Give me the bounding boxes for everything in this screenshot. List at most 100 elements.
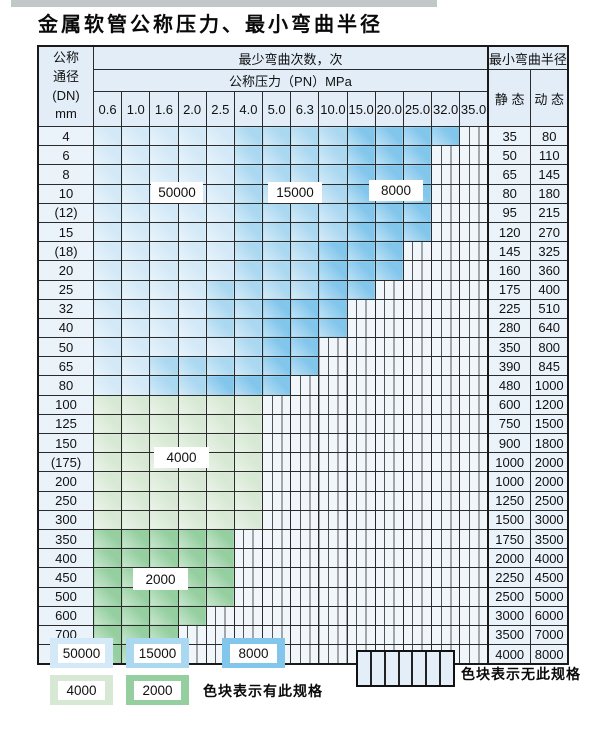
pressure-cell <box>92 452 123 473</box>
pressure-cell <box>205 413 235 435</box>
pressure-col-header: 5.0 <box>262 91 292 127</box>
pressure-cell <box>121 528 151 550</box>
pressure-cell <box>92 221 123 243</box>
static-cell: 50 <box>486 145 532 166</box>
dynamic-cell: 5000 <box>530 586 569 607</box>
dynamic-cell: 800 <box>530 337 569 358</box>
pressure-cell-no-spec <box>459 394 489 415</box>
pressure-cell-no-spec <box>374 471 404 492</box>
pressure-cell <box>233 221 264 243</box>
legend-swatch-label: 4000 <box>58 680 105 700</box>
dynamic-cell: 8000 <box>530 644 569 665</box>
pressure-cell <box>205 394 235 415</box>
pressure-cell-no-spec <box>431 183 461 204</box>
pressure-cell <box>92 337 123 358</box>
table-row: 150 900 1800 <box>37 432 569 454</box>
table-row: 100 600 1200 <box>37 394 569 415</box>
pressure-cell <box>92 413 123 435</box>
pressure-cell <box>121 145 151 166</box>
pressure-cell-no-spec <box>262 432 292 454</box>
pressure-header-cell: 公称压力（PN）MPa <box>92 69 489 92</box>
pressure-cell <box>121 509 151 530</box>
pressure-cell <box>262 221 292 243</box>
pressure-cell <box>177 528 207 550</box>
pressure-cell <box>205 221 235 243</box>
static-cell: 750 <box>486 413 532 435</box>
pressure-cell-no-spec <box>290 394 320 415</box>
pressure-cell-no-spec <box>459 164 489 185</box>
static-cell: 145 <box>486 241 532 262</box>
pressure-cell <box>149 260 179 281</box>
pressure-cell <box>205 298 235 319</box>
pressure-cell-no-spec <box>459 413 489 435</box>
pressure-cell-no-spec <box>290 624 320 646</box>
static-cell: 175 <box>486 279 532 300</box>
pressure-cell <box>121 241 151 262</box>
dn-cell: 600 <box>37 605 94 626</box>
pressure-cell <box>233 394 264 415</box>
dn-cell: 4 <box>37 125 94 147</box>
pressure-cell <box>177 260 207 281</box>
legend-no-spec-cell <box>399 652 414 685</box>
pressure-cell-no-spec <box>318 413 348 435</box>
dn-header-cell: 公称 通径 (DN) mm <box>37 45 94 127</box>
pressure-cell <box>92 183 123 204</box>
pressure-cell-no-spec <box>290 471 320 492</box>
pressure-cell <box>92 317 123 339</box>
pressure-cell-no-spec <box>318 337 348 358</box>
pressure-col-header: 1.0 <box>121 91 151 127</box>
pressure-cell <box>374 125 404 147</box>
pressure-cell-no-spec <box>431 164 461 185</box>
legend-swatch-15000: 15000 <box>126 638 189 668</box>
pressure-cell <box>177 605 207 626</box>
pressure-cell-no-spec <box>290 452 320 473</box>
spec-table: 公称 通径 (DN) mm 最少弯曲次数，次 最小弯曲半径 公称压力（PN）MPa 静 态动 … <box>37 45 569 666</box>
pressure-cell-no-spec <box>459 202 489 223</box>
static-cell: 2250 <box>486 567 532 588</box>
pressure-cell <box>205 202 235 223</box>
pressure-cell-no-spec <box>262 471 292 492</box>
pressure-cell-no-spec <box>374 528 404 550</box>
pressure-cell <box>121 471 151 492</box>
table-row: 80040008000 <box>37 644 569 665</box>
pressure-cell-no-spec <box>459 528 489 550</box>
static-cell: 390 <box>486 356 532 377</box>
static-cell: 3500 <box>486 624 532 646</box>
pressure-cell <box>346 202 376 223</box>
static-cell: 2000 <box>486 548 532 569</box>
pressure-cell-no-spec <box>459 317 489 339</box>
pressure-cell <box>92 490 123 511</box>
pressure-cell-no-spec <box>318 471 348 492</box>
table-row: 300 1500 3000 <box>37 509 569 530</box>
legend-no-spec-cell <box>371 652 386 685</box>
pressure-cell-no-spec <box>318 356 348 377</box>
dn-cell: (12) <box>37 202 94 223</box>
table-row: (12) 95 215 <box>37 202 569 223</box>
pressure-cell <box>290 356 320 377</box>
pressure-cell <box>290 260 320 281</box>
pressure-cell-no-spec <box>431 509 461 530</box>
cycle-count-label: 4000 <box>154 447 209 468</box>
pressure-cell <box>205 260 235 281</box>
pressure-cell <box>149 471 179 492</box>
pressure-cell <box>121 298 151 319</box>
pressure-cell <box>205 586 235 607</box>
pressure-cell-no-spec <box>402 394 433 415</box>
pressure-cell <box>121 452 151 473</box>
pressure-cell-no-spec <box>262 586 292 607</box>
static-cell: 2500 <box>486 586 532 607</box>
pressure-cell <box>177 509 207 530</box>
pressure-cell <box>92 528 123 550</box>
dynamic-cell: 3500 <box>530 528 569 550</box>
pressure-cell-no-spec <box>431 279 461 300</box>
pressure-cell <box>205 125 235 147</box>
pressure-cell-no-spec <box>402 605 433 626</box>
pressure-cell <box>121 605 151 626</box>
pressure-cell <box>121 260 151 281</box>
pressure-cell <box>149 490 179 511</box>
pressure-cell-no-spec <box>318 605 348 626</box>
pressure-cell <box>205 567 235 588</box>
pressure-cell-no-spec <box>233 605 264 626</box>
pressure-cell <box>233 432 264 454</box>
dn-cell: 32 <box>37 298 94 319</box>
